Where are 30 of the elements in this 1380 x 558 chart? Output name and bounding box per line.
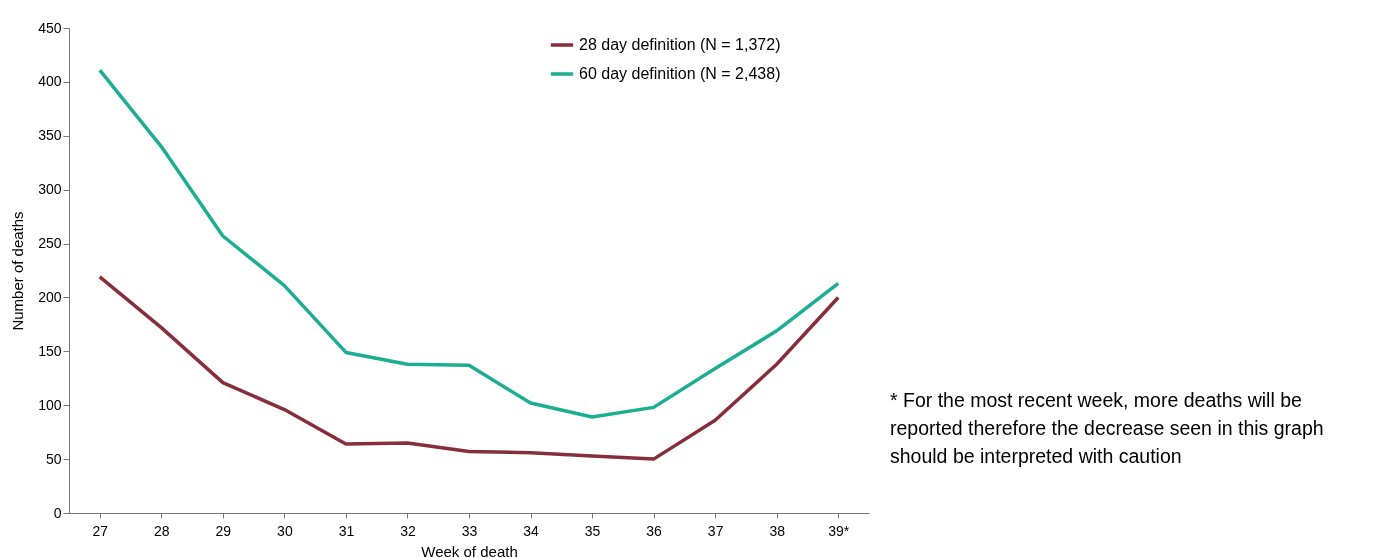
y-tick-label: 0 xyxy=(53,504,62,521)
line-series xyxy=(98,68,840,419)
y-tick-label: 300 xyxy=(38,181,62,198)
x-tick-label: 28 xyxy=(154,522,170,539)
y-tick-label: 400 xyxy=(38,73,62,90)
y-tick-label: 200 xyxy=(38,288,62,305)
x-tick-label: 27 xyxy=(92,522,109,539)
x-tick-label: 31 xyxy=(338,522,355,539)
y-tick-label: 150 xyxy=(38,342,62,359)
y-axis-title: Number of deaths xyxy=(9,211,27,331)
legend-label: 60 day definition (N = 2,438) xyxy=(579,65,781,82)
y-tick-label: 250 xyxy=(38,235,62,252)
x-tick-label: 34 xyxy=(523,522,540,539)
legend-label: 28 day definition (N = 1,372) xyxy=(579,36,781,53)
x-tick-label: 36 xyxy=(646,522,663,539)
x-tick-label: 35 xyxy=(584,522,601,539)
line-series xyxy=(98,275,840,461)
x-tick-label: 37 xyxy=(707,522,724,539)
x-tick-label: 30 xyxy=(277,522,293,539)
x-tick-label: 29 xyxy=(215,522,232,539)
x-tick-label: 38 xyxy=(769,522,786,539)
y-tick-label: 350 xyxy=(38,127,62,144)
x-tick-label: 32 xyxy=(400,522,416,539)
y-tick-label: 50 xyxy=(45,450,62,467)
text: * For the most recent week, more deaths will be reported therefore the decrease seen in this graph should be interpreted with caution xyxy=(890,388,1325,469)
y-tick-label: 450 xyxy=(38,19,62,36)
x-tick-label: 39* xyxy=(828,522,850,539)
y-tick-label: 100 xyxy=(38,396,62,413)
x-tick-label: 33 xyxy=(461,522,478,539)
x-axis-title: Week of death xyxy=(421,542,518,558)
